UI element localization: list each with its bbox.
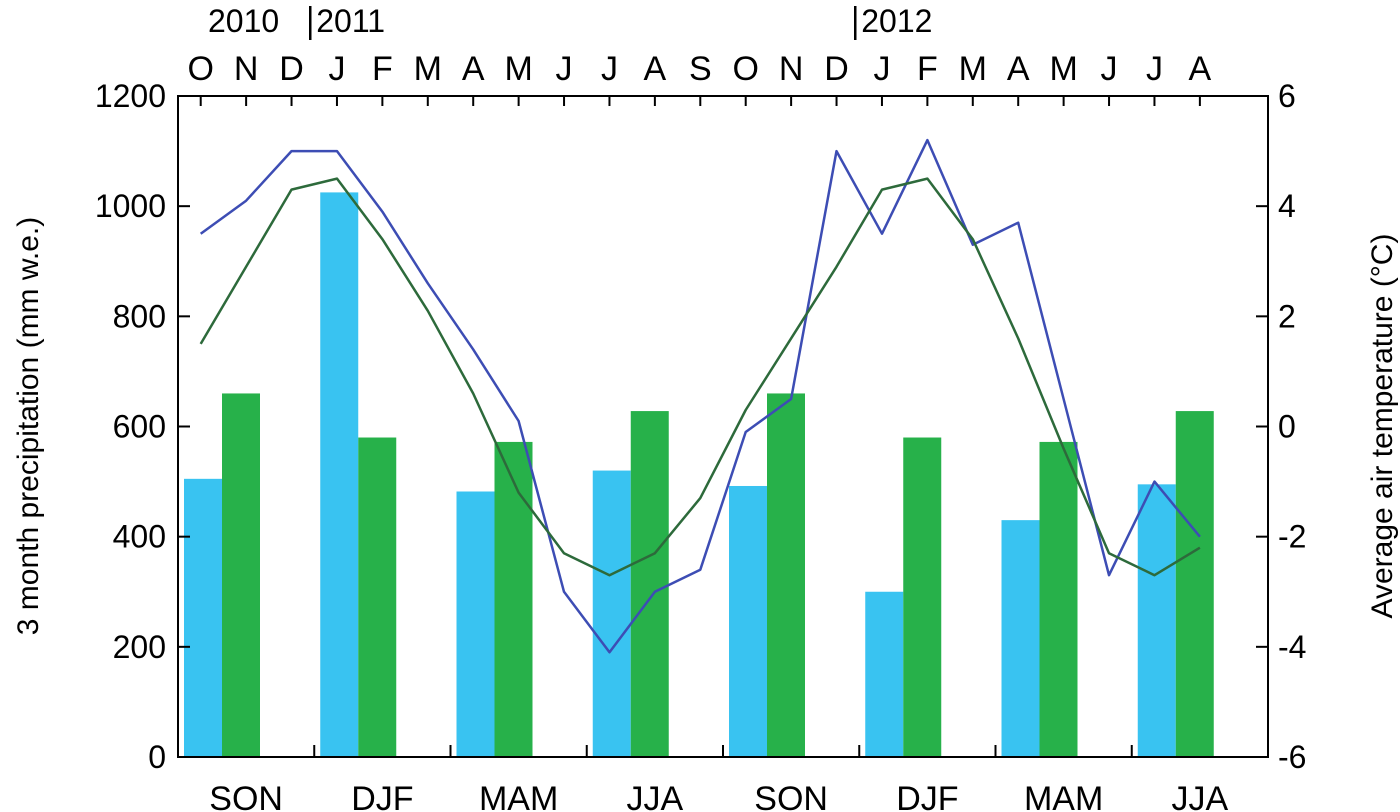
bar-s2-mam-3 xyxy=(494,441,533,757)
year-label-2012: 2012 xyxy=(861,3,932,39)
left-axis: 0 200 400 600 800 1000 1200 xyxy=(95,78,190,775)
year-label-2010: 2010 xyxy=(208,3,279,39)
category-label-djf-6: DJF xyxy=(896,780,958,812)
month-label-13: O xyxy=(732,50,758,88)
bar-s2-son-5 xyxy=(767,393,805,757)
bars-group xyxy=(184,192,1214,758)
month-label-18: M xyxy=(959,50,987,88)
bar-s2-jja-4 xyxy=(630,411,669,757)
month-label-4: J xyxy=(328,50,345,88)
bar-s2-djf-2 xyxy=(358,437,397,757)
left-tick-label-600: 600 xyxy=(113,409,166,445)
category-label-son-5: SON xyxy=(754,780,828,812)
month-label-1: O xyxy=(187,50,213,88)
category-label-djf-2: DJF xyxy=(351,780,413,812)
month-label-2: N xyxy=(234,50,259,88)
left-tick-label-0: 0 xyxy=(148,739,166,775)
right-tick-label-6: 6 xyxy=(1278,78,1296,114)
category-label-son-1: SON xyxy=(209,780,283,812)
bar-s1-son-1 xyxy=(184,478,222,757)
month-label-10: J xyxy=(601,50,618,88)
month-label-22: J xyxy=(1146,50,1163,88)
bar-s2-son-1 xyxy=(222,393,260,757)
month-label-21: J xyxy=(1101,50,1118,88)
month-label-3: D xyxy=(279,50,304,88)
left-tick-label-800: 800 xyxy=(113,298,166,334)
month-label-15: D xyxy=(824,50,849,88)
right-tick-label-0: 0 xyxy=(1278,409,1296,445)
month-label-17: F xyxy=(917,50,938,88)
category-label-mam-3: MAM xyxy=(479,780,558,812)
right-tick-label--4: -4 xyxy=(1278,629,1306,665)
lines-group xyxy=(199,138,1201,654)
right-tick-label-4: 4 xyxy=(1278,188,1296,224)
month-label-8: M xyxy=(504,50,532,88)
left-tick-label-1200: 1200 xyxy=(95,78,166,114)
bar-s1-jja-8 xyxy=(1137,484,1176,757)
month-label-12: S xyxy=(689,50,712,88)
month-label-16: J xyxy=(873,50,890,88)
bar-s2-jja-8 xyxy=(1175,411,1214,757)
month-label-14: N xyxy=(779,50,804,88)
month-label-7: A xyxy=(462,50,485,88)
bar-s2-mam-7 xyxy=(1039,441,1078,757)
right-tick-label--6: -6 xyxy=(1278,739,1306,775)
month-label-19: A xyxy=(1007,50,1030,88)
month-label-23: A xyxy=(1189,50,1212,88)
category-label-mam-7: MAM xyxy=(1024,780,1103,812)
month-label-6: M xyxy=(414,50,442,88)
bar-s1-djf-2 xyxy=(320,192,359,758)
year-label-2011: 2011 xyxy=(316,3,385,39)
category-label-jja-4: JJA xyxy=(627,780,684,812)
bar-s1-mam-7 xyxy=(1001,520,1040,757)
month-label-5: F xyxy=(372,50,393,88)
left-tick-label-1000: 1000 xyxy=(95,188,166,224)
left-tick-label-200: 200 xyxy=(113,629,166,665)
bar-s1-son-5 xyxy=(729,485,767,757)
bar-s1-djf-6 xyxy=(865,591,904,757)
right-tick-label--2: -2 xyxy=(1278,519,1306,555)
month-label-11: A xyxy=(644,50,667,88)
right-tick-label-2: 2 xyxy=(1278,298,1296,334)
bar-s1-jja-4 xyxy=(592,470,631,757)
bar-s2-djf-6 xyxy=(903,437,942,757)
bar-s1-mam-3 xyxy=(456,491,495,757)
month-label-20: M xyxy=(1049,50,1077,88)
month-label-9: J xyxy=(556,50,573,88)
y-axis-label: 3 month precipitation (mm w.e.) xyxy=(12,217,45,636)
bottom-axis: SON DJF MAM JJA SON DJF MAM JJA xyxy=(209,745,1229,812)
right-axis: -6 -4 -2 0 2 4 6 xyxy=(1256,78,1306,775)
left-tick-label-400: 400 xyxy=(113,519,166,555)
y2-axis-label: Average air temperature (°C) xyxy=(1366,234,1399,619)
category-label-jja-8: JJA xyxy=(1172,780,1229,812)
